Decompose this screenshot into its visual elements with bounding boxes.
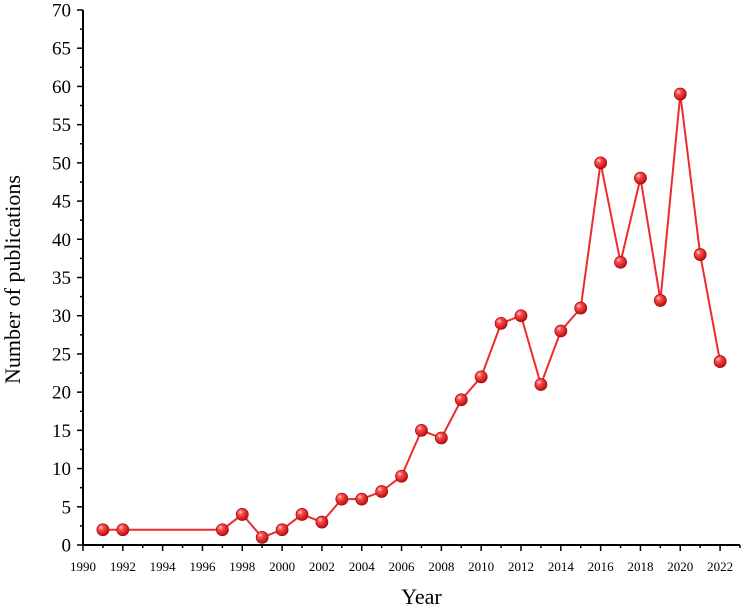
x-tick-label: 1996 [189,559,216,574]
y-tick-label: 15 [52,421,71,442]
x-axis-title: Year [401,584,442,607]
data-point [594,156,608,170]
data-point [215,523,229,537]
data-point [614,255,627,269]
y-tick-label: 10 [52,459,71,480]
y-tick-label: 40 [52,230,71,251]
y-tick-label: 60 [52,77,71,98]
data-point [554,324,568,338]
y-tick-label: 65 [52,39,71,60]
data-point [634,171,647,185]
y-tick-label: 45 [52,192,71,213]
y-tick-label: 35 [52,268,71,289]
data-point [335,492,349,506]
y-tick-label: 70 [52,1,71,22]
data-point [454,393,468,407]
x-tick-label: 2008 [428,559,454,574]
data-point [494,316,508,330]
x-tick-label: 2022 [707,559,733,574]
y-tick-label: 30 [52,306,71,327]
y-tick-label: 50 [52,153,71,174]
data-point [116,523,130,537]
x-tick-label: 2020 [667,559,693,574]
data-point [375,485,389,498]
y-tick-label: 20 [52,383,71,404]
x-tick-label: 2000 [269,559,295,574]
data-point [235,508,249,521]
x-tick-label: 1990 [70,559,96,574]
y-tick-label: 0 [62,536,72,557]
x-tick-label: 1992 [110,559,136,574]
x-tick-label: 1998 [229,559,255,574]
data-point [514,309,528,323]
data-point [415,423,428,437]
data-point [315,515,329,529]
x-tick-label: 2004 [349,559,376,574]
data-point [653,294,667,307]
x-tick-label: 2014 [548,559,575,574]
data-point [693,248,707,261]
data-point [474,370,488,384]
plot-area [96,87,727,544]
x-tick-label: 2010 [468,559,494,574]
data-point [275,523,289,537]
x-tick-label: 2006 [389,559,416,574]
data-point [395,469,408,483]
data-point [355,492,369,506]
x-tick-label: 2016 [588,559,615,574]
data-point [574,301,588,315]
data-point [713,355,727,368]
x-tick-label: 1994 [150,559,177,574]
y-axis-title: Number of publications [0,175,25,384]
x-tick-label: 2018 [627,559,653,574]
data-point [255,530,269,544]
y-tick-label: 25 [52,344,71,365]
series-line [102,93,722,539]
data-point [673,87,687,101]
axes: 0 5 10 15 20 25 30 35 40 45 50 55 60 65 70 1990 1992 1994… [52,1,741,574]
data-point [434,431,448,445]
y-tick-label: 55 [52,115,71,136]
y-tick-label: 5 [62,497,72,518]
data-point [96,523,110,537]
data-point [295,508,309,521]
data-point [534,378,548,391]
x-tick-label: 2002 [309,559,335,574]
x-tick-label: 2012 [508,559,534,574]
